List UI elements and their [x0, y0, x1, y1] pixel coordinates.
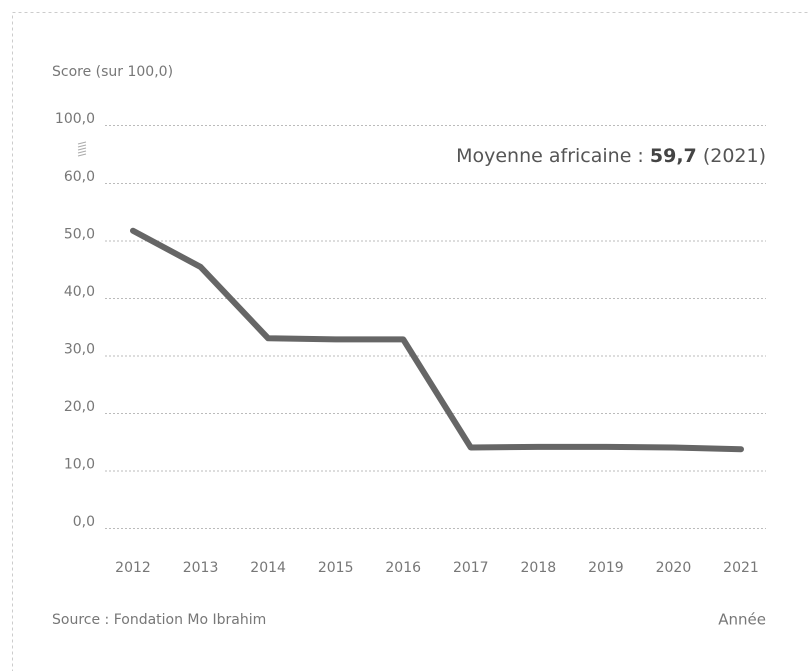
y-tick-label: 10,0: [64, 457, 95, 473]
line: [130, 227, 744, 453]
x-tick-label: 2015: [318, 560, 354, 576]
x-tick-label: 2020: [656, 560, 692, 576]
x-tick-label: 2018: [521, 560, 557, 576]
x-tick-label: 2021: [723, 560, 759, 576]
axis-break: [77, 141, 87, 157]
x-tick-label: 2019: [588, 560, 624, 576]
frame: [12, 12, 808, 671]
y-tick-label: 30,0: [64, 342, 95, 358]
y-tick-label: 20,0: [64, 399, 95, 415]
y-tick-label: 60,0: [64, 169, 95, 185]
y-tick-label: 0,0: [73, 514, 95, 530]
annotation-year: (2021): [703, 145, 766, 167]
x-axis-label: Année: [718, 611, 766, 629]
annotation: Moyenne africaine : 59,7 (2021): [456, 145, 766, 167]
x-tick-label: 2012: [115, 560, 151, 576]
y-axis-label: Score (sur 100,0): [52, 64, 173, 80]
y-tick-label: 100,0: [55, 111, 95, 127]
y-tick-label: 40,0: [64, 284, 95, 300]
y-tick-label: 50,0: [64, 227, 95, 243]
x-tick-label: 2017: [453, 560, 489, 576]
source: Source : Fondation Mo Ibrahim: [52, 612, 266, 628]
x-tick-label: 2013: [183, 560, 219, 576]
annotation-value: 59,7: [650, 145, 697, 167]
x-tick-label: 2014: [250, 560, 286, 576]
x-tick-label: 2016: [385, 560, 421, 576]
annotation-text: Moyenne africaine :: [456, 145, 644, 167]
